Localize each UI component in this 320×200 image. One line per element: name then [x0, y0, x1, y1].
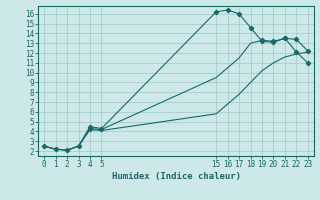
- X-axis label: Humidex (Indice chaleur): Humidex (Indice chaleur): [111, 172, 241, 181]
